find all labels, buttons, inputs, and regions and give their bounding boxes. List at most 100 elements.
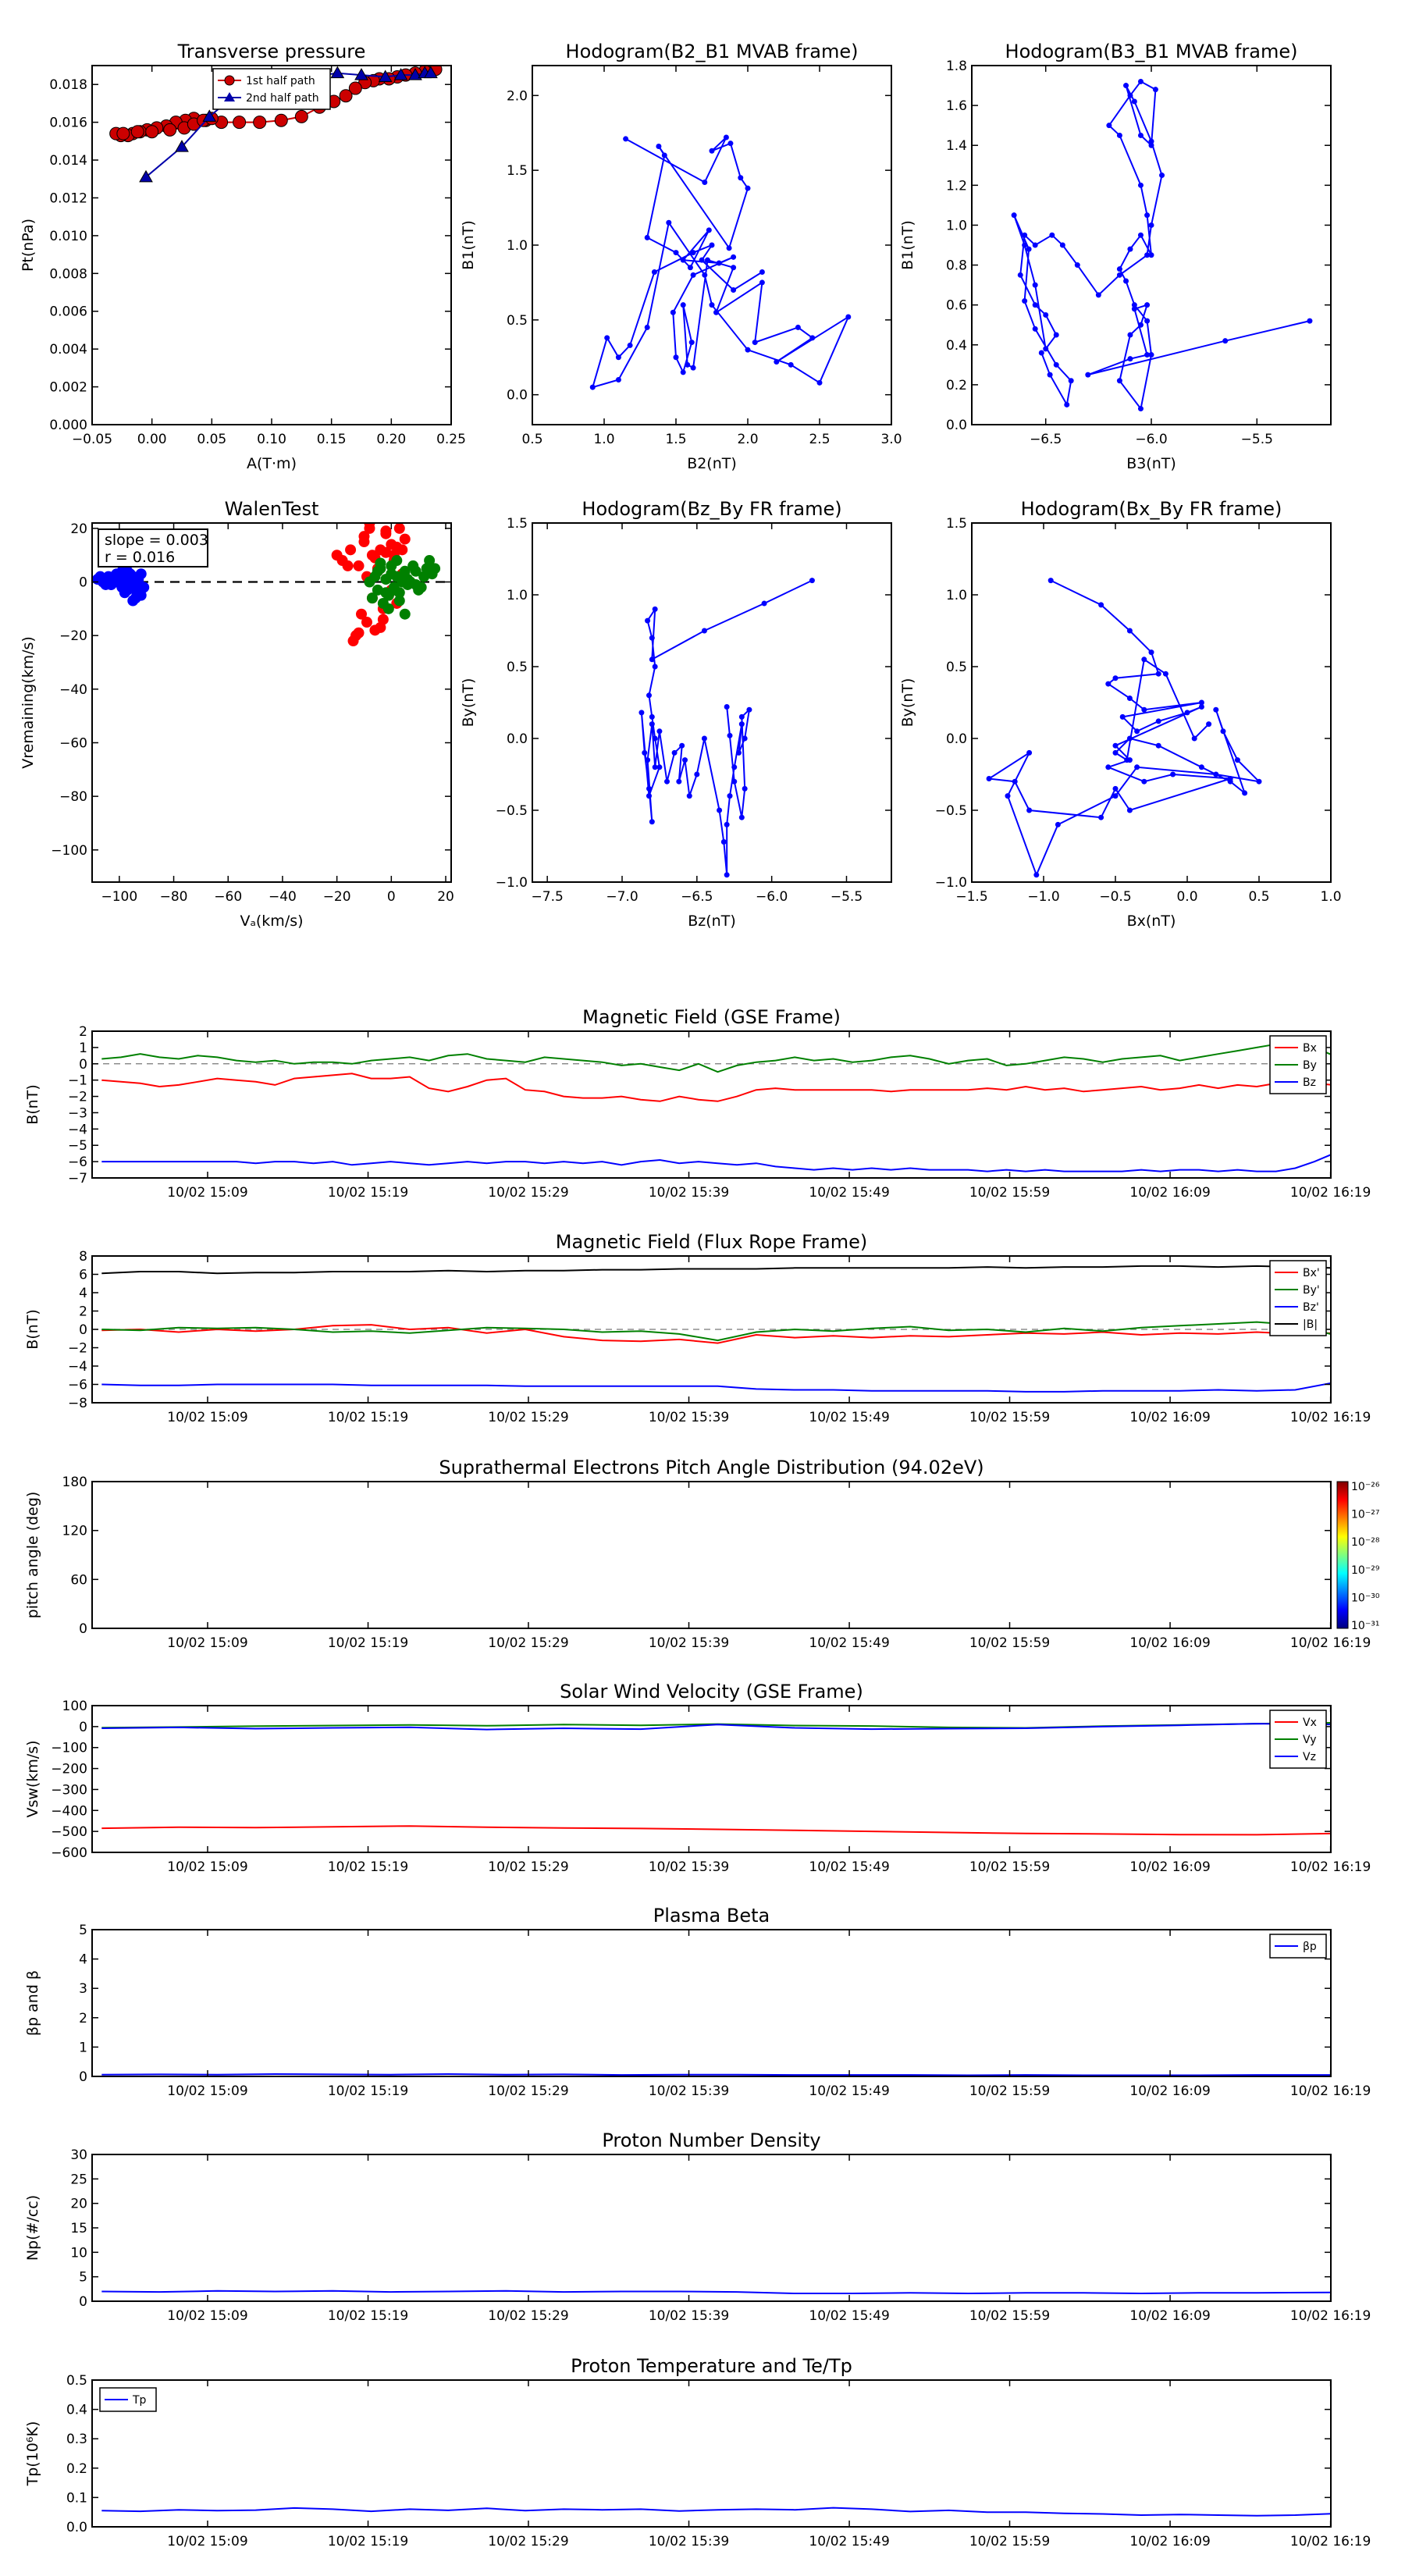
h4-point-0-3 xyxy=(1148,649,1154,656)
h3-point-0-4 xyxy=(652,606,658,612)
h1-point-0-40 xyxy=(644,324,650,330)
pt-ylabel: Pt(nPa) xyxy=(20,219,37,272)
walen-point-1-34 xyxy=(358,531,370,543)
h2-point-0-20 xyxy=(1137,182,1144,188)
h2-point-0-19 xyxy=(1144,212,1151,219)
walen-point-1-29 xyxy=(342,560,354,571)
ts4-legend-label-1: Vy xyxy=(1303,1734,1317,1746)
ts7-legend-label-0: Tp xyxy=(132,2394,147,2407)
h4-point-0-29 xyxy=(1033,872,1040,878)
walen-point-2-31 xyxy=(393,595,405,607)
ts3-colorbar-label-1: 10⁻²⁷ xyxy=(1351,1509,1379,1521)
h2-xtick-label-0: −6.5 xyxy=(1030,432,1062,447)
h1-point-0-42 xyxy=(589,384,596,390)
h1-point-0-46 xyxy=(651,269,657,275)
ts3-ytick-label-1: 60 xyxy=(70,1572,87,1588)
h2-point-0-23 xyxy=(1127,92,1133,98)
h4-panel: Hodogram(Bx_By FR frame) −1.0 −0.5 0.0 0.5 1.… xyxy=(899,498,1342,930)
ts4-ytick-label-4: −200 xyxy=(51,1762,87,1777)
h1-point-0-7 xyxy=(726,245,732,251)
h4-point-0-14 xyxy=(1198,704,1204,710)
ts1-ytick-label-6: −1 xyxy=(68,1073,87,1089)
walen-ytick-label-2: −60 xyxy=(59,735,87,751)
ts2-ytick-label-2: −4 xyxy=(68,1359,87,1375)
h4-point-0-40 xyxy=(1198,764,1204,770)
h1-xtick-label-0: 0.5 xyxy=(521,432,542,447)
h3-point-0-13 xyxy=(638,710,645,716)
ts2-xtick-label-4: 10/02 15:49 xyxy=(809,1410,889,1425)
h4-point-0-4 xyxy=(1155,671,1161,677)
ts5-xtick-label-7: 10/02 16:19 xyxy=(1290,2083,1371,2099)
h2-data xyxy=(1011,78,1313,412)
pt-xtick-label-4: 0.15 xyxy=(317,432,347,447)
h4-xtick-label-5: 1.0 xyxy=(1320,889,1341,905)
pt-legend-marker-1 xyxy=(224,92,235,101)
ts4-legend-label-0: Vx xyxy=(1303,1717,1317,1729)
ts3-colorbar-label-4: 10⁻³⁰ xyxy=(1351,1592,1380,1604)
h3-point-0-5 xyxy=(645,617,651,624)
ts6-xtick-label-1: 10/02 15:19 xyxy=(328,2308,408,2324)
ts7-axes-frame xyxy=(91,2379,1332,2528)
ts4-xtick-label-3: 10/02 15:39 xyxy=(649,1859,729,1875)
ts1-ytick-label-5: −2 xyxy=(68,1090,87,1105)
walen-point-0-29 xyxy=(130,574,141,585)
h4-xtick-label-0: −1.5 xyxy=(955,889,987,905)
h2-ytick-label-4: 0.8 xyxy=(946,258,967,274)
h3-point-0-32 xyxy=(724,821,730,827)
h4-point-0-31 xyxy=(1112,793,1119,799)
ts3-axes-frame xyxy=(91,1481,1332,1629)
h4-point-0-22 xyxy=(1112,785,1119,792)
h1-point-0-38 xyxy=(702,272,708,278)
ts7-ytick-label-3: 0.3 xyxy=(66,2432,87,2447)
h2-point-0-6 xyxy=(1144,302,1151,308)
ts6-xtick-label-2: 10/02 15:29 xyxy=(488,2308,568,2324)
h2-xtick-label-2: −5.5 xyxy=(1241,432,1273,447)
ts5-ytick-label-1: 1 xyxy=(79,2040,87,2055)
h4-point-0-11 xyxy=(1134,728,1140,735)
h2-point-0-56 xyxy=(1038,350,1044,356)
h3-point-0-19 xyxy=(652,764,658,770)
h3-xtick-label-3: −6.0 xyxy=(756,889,788,905)
ts6-title: Proton Number Density xyxy=(602,2129,820,2151)
ts3-ytick-label-0: 0 xyxy=(79,1621,87,1637)
pt-point-0-15 xyxy=(253,116,267,130)
ts3-colorbar xyxy=(1336,1481,1349,1629)
ts1-ytick-label-3: −4 xyxy=(68,1122,87,1137)
ts1-series-1-line xyxy=(101,1041,1331,1073)
ts7-ytick-label-0: 0.0 xyxy=(66,2520,87,2535)
ts2-legend-label-3: |B| xyxy=(1303,1318,1318,1331)
h4-ytick-label-4: 1.0 xyxy=(946,588,967,603)
ts4-ytick-label-1: −500 xyxy=(51,1824,87,1840)
h1-point-0-50 xyxy=(731,287,737,293)
walen-point-1-22 xyxy=(356,608,367,620)
ts4-xtick-label-6: 10/02 16:09 xyxy=(1129,1859,1210,1875)
h2-ytick-label-8: 1.6 xyxy=(946,98,967,114)
walen-ytick-label-5: 0 xyxy=(79,575,87,591)
h3-point-0-2 xyxy=(701,628,707,634)
h4-point-0-10 xyxy=(1119,713,1126,720)
h4-point-0-15 xyxy=(1112,742,1119,749)
ts5-series-0-line xyxy=(101,2073,1331,2076)
h1-point-0-27 xyxy=(713,309,720,315)
ts2-legend-label-0: Bx' xyxy=(1303,1267,1320,1279)
h2-point-0-34 xyxy=(1116,272,1122,278)
h1-point-0-39 xyxy=(666,219,672,226)
h3-series-0-line xyxy=(640,579,813,875)
h2-point-0-50 xyxy=(1022,298,1028,304)
h2-xtick-label-1: −6.0 xyxy=(1135,432,1167,447)
h1-ylabel: B1(nT) xyxy=(460,220,477,270)
ts5-title: Plasma Beta xyxy=(653,1905,770,1927)
h4-point-0-6 xyxy=(1105,681,1112,687)
ts6-xtick-label-4: 10/02 15:49 xyxy=(809,2308,889,2324)
pt-xtick-label-5: 0.20 xyxy=(376,432,406,447)
h3-point-0-36 xyxy=(736,749,742,756)
h4-point-0-41 xyxy=(1155,742,1161,749)
walen-xtick-label-2: −60 xyxy=(214,889,242,905)
h2-xlabel: B3(nT) xyxy=(1126,455,1176,472)
pt-point-1-0 xyxy=(139,169,153,183)
h4-xtick-label-4: 0.5 xyxy=(1248,889,1269,905)
ts1-xtick-label-1: 10/02 15:19 xyxy=(328,1185,408,1201)
h4-point-0-13 xyxy=(1184,710,1190,716)
h1-point-0-0 xyxy=(623,136,629,142)
h2-point-0-16 xyxy=(1127,246,1133,252)
